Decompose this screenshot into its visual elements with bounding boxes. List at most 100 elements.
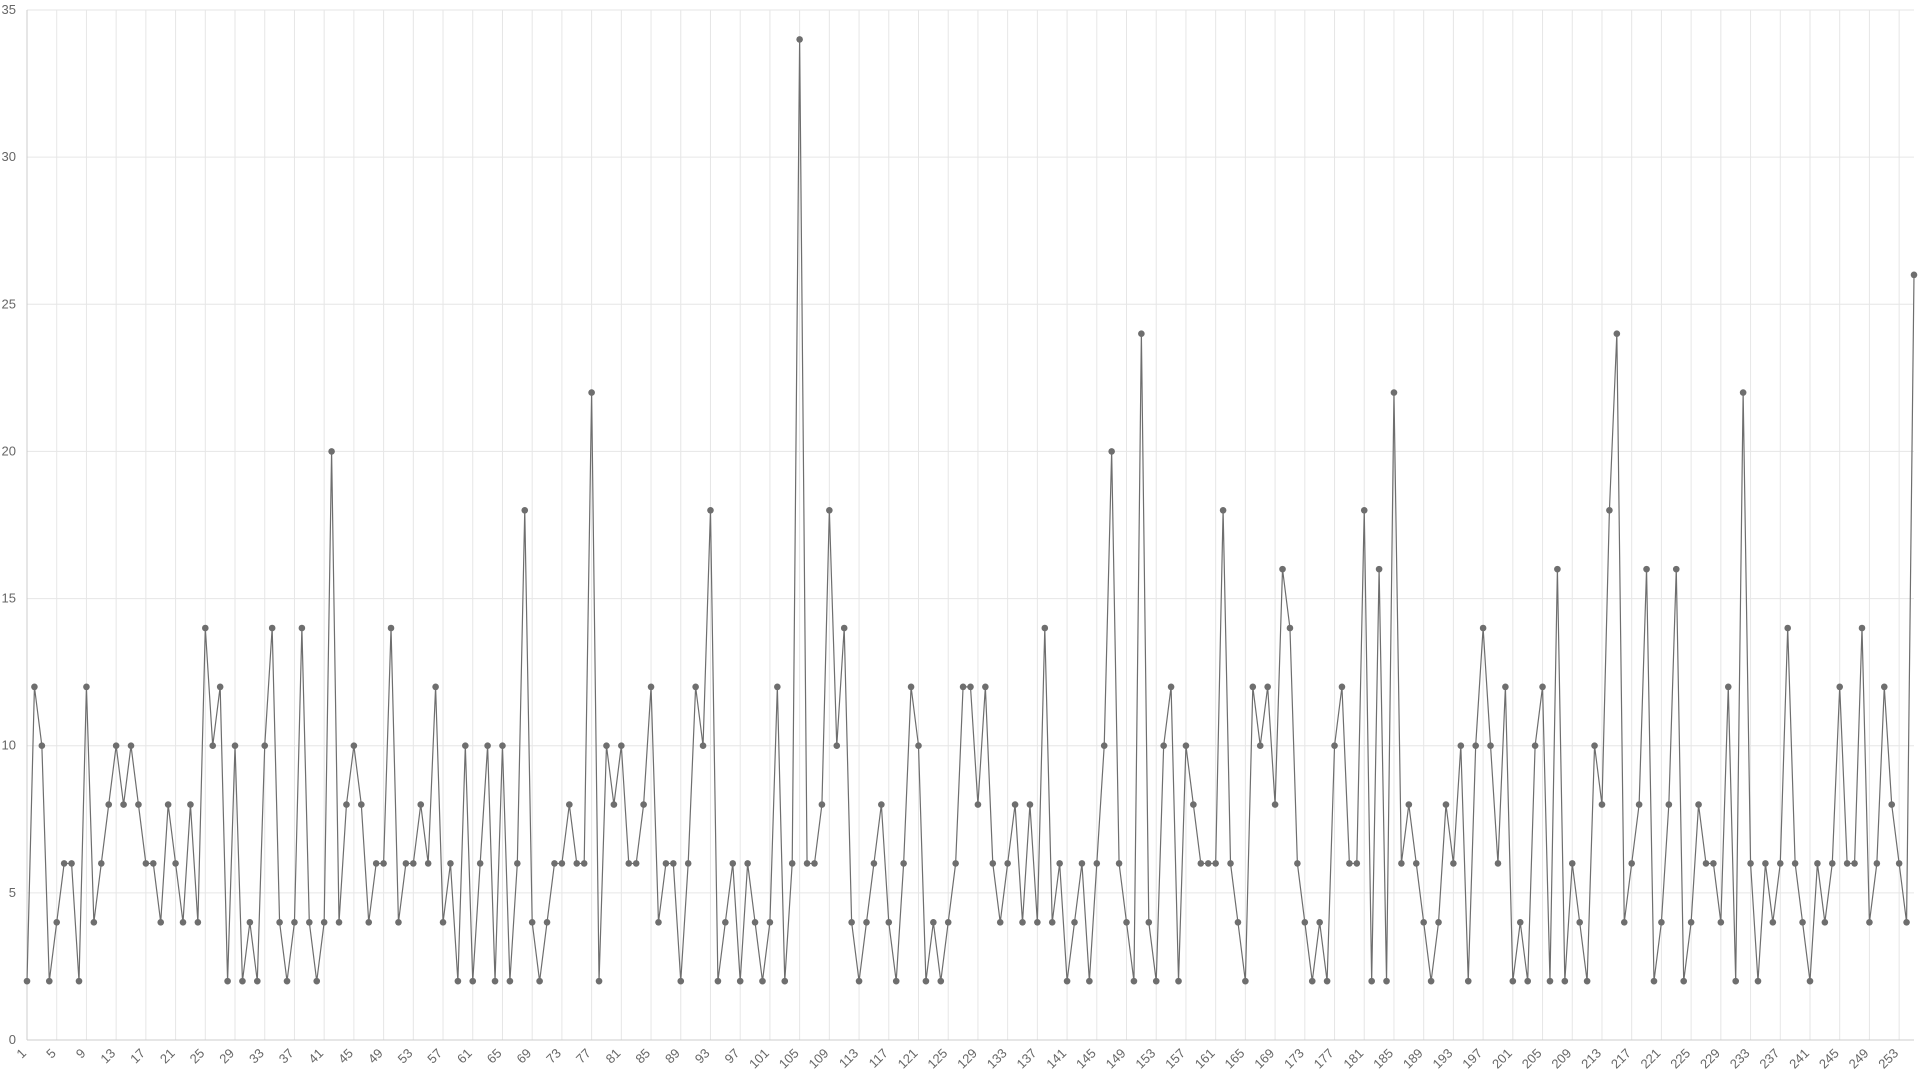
- point: [1316, 918, 1323, 926]
- point: [818, 801, 826, 808]
- x-tick-label: 157: [1162, 1046, 1188, 1072]
- point: [83, 683, 90, 691]
- point: [1331, 742, 1338, 750]
- point: [1895, 860, 1903, 867]
- point: [417, 801, 425, 808]
- point: [1346, 860, 1353, 867]
- point: [1472, 742, 1479, 750]
- x-tick-label: 65: [484, 1046, 505, 1067]
- point: [1487, 742, 1494, 750]
- point: [1227, 860, 1234, 867]
- point: [1739, 389, 1747, 396]
- point: [1398, 860, 1405, 867]
- point: [1598, 801, 1606, 808]
- x-tick-label: 197: [1459, 1046, 1485, 1072]
- point: [922, 977, 930, 985]
- point: [959, 683, 967, 691]
- x-tick-label: 17: [127, 1046, 148, 1067]
- point: [476, 860, 484, 867]
- point: [90, 918, 98, 926]
- point: [632, 860, 640, 867]
- point: [1799, 918, 1806, 926]
- point: [1628, 860, 1635, 867]
- point: [120, 801, 127, 808]
- x-tick-label: 13: [97, 1046, 118, 1067]
- point: [722, 918, 729, 926]
- x-tick-label: 193: [1430, 1046, 1456, 1072]
- point: [1583, 977, 1591, 985]
- point: [566, 801, 573, 808]
- point: [387, 624, 395, 632]
- x-tick-label: 97: [721, 1046, 742, 1067]
- point: [283, 977, 291, 985]
- point: [781, 977, 789, 985]
- point: [1880, 683, 1888, 691]
- point: [982, 683, 989, 691]
- point: [558, 860, 566, 867]
- point: [580, 860, 588, 867]
- point: [1568, 860, 1576, 867]
- x-tick-label: 129: [954, 1046, 980, 1072]
- x-tick-label: 201: [1489, 1046, 1515, 1072]
- point: [320, 918, 328, 926]
- point: [1516, 918, 1524, 926]
- point: [1546, 977, 1554, 985]
- x-tick-label: 229: [1697, 1046, 1723, 1072]
- x-tick-label: 145: [1073, 1046, 1099, 1072]
- point: [239, 977, 246, 985]
- point: [1450, 860, 1457, 867]
- x-tick-label: 161: [1192, 1046, 1218, 1072]
- point: [261, 742, 269, 750]
- point: [1620, 918, 1628, 926]
- point: [1212, 860, 1219, 867]
- y-tick-label: 30: [2, 149, 16, 164]
- point: [603, 742, 610, 750]
- point: [870, 860, 878, 867]
- point: [350, 742, 358, 750]
- point: [788, 860, 796, 867]
- x-tick-label: 189: [1400, 1046, 1426, 1072]
- x-tick-label: 61: [454, 1046, 475, 1067]
- point: [774, 683, 781, 691]
- x-tick-label: 21: [157, 1046, 178, 1067]
- point: [164, 801, 172, 808]
- point: [1843, 860, 1851, 867]
- point: [179, 918, 187, 926]
- x-tick-label: 81: [603, 1046, 624, 1067]
- point: [1502, 683, 1509, 691]
- point: [1828, 860, 1836, 867]
- point: [996, 918, 1004, 926]
- point: [380, 860, 387, 867]
- point: [1806, 977, 1814, 985]
- point: [1464, 977, 1472, 985]
- point: [662, 860, 670, 867]
- x-tick-label: 205: [1519, 1046, 1545, 1072]
- point: [402, 860, 410, 867]
- point: [796, 36, 803, 43]
- point: [491, 977, 499, 985]
- point: [1323, 977, 1331, 985]
- point: [1643, 565, 1650, 573]
- point: [201, 624, 209, 632]
- point: [1390, 389, 1398, 396]
- point: [944, 918, 952, 926]
- point: [1613, 330, 1621, 338]
- y-tick-label: 5: [9, 885, 16, 900]
- point: [967, 683, 974, 691]
- point: [1190, 801, 1197, 808]
- point: [1524, 977, 1531, 985]
- x-tick-label: 245: [1816, 1046, 1842, 1072]
- point: [1866, 918, 1873, 926]
- point: [1791, 860, 1799, 867]
- point: [1457, 742, 1465, 750]
- point: [878, 801, 885, 808]
- x-tick-label: 37: [276, 1046, 297, 1067]
- point: [1910, 271, 1918, 279]
- point: [246, 918, 254, 926]
- point: [1308, 977, 1316, 985]
- point: [640, 801, 647, 808]
- point: [744, 860, 751, 867]
- point: [952, 860, 959, 867]
- point: [127, 742, 135, 750]
